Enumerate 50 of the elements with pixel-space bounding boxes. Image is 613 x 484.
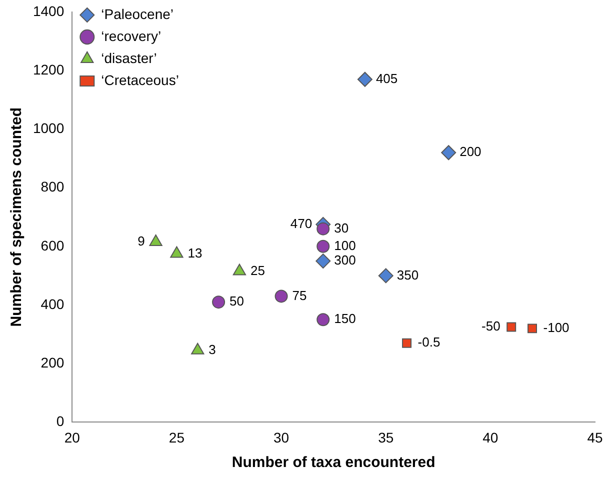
- point: [316, 313, 330, 326]
- annotation: 9: [138, 234, 145, 249]
- point: [378, 268, 394, 284]
- point: [149, 234, 162, 246]
- legend-label: ‘Paleocene’: [101, 6, 174, 22]
- legend-label: ‘disaster’: [101, 50, 157, 66]
- x-tick-label: 25: [168, 429, 185, 446]
- point: [357, 72, 372, 87]
- x-axis-title: Number of taxa encountered: [232, 454, 436, 472]
- annotation: 405: [376, 70, 398, 86]
- annotation: 350: [396, 267, 419, 282]
- annotation: 25: [250, 262, 265, 278]
- x-tick-label: 35: [378, 429, 394, 446]
- point: [528, 324, 537, 334]
- annotation: 100: [334, 238, 356, 253]
- annotation: -100: [543, 320, 570, 336]
- point: [316, 222, 330, 236]
- y-tick-label: 1000: [32, 120, 64, 136]
- y-tick-label: 400: [40, 296, 64, 312]
- x-tick-label: 20: [64, 429, 80, 446]
- point: [316, 254, 331, 269]
- y-tick-label: 0: [56, 413, 64, 430]
- point: [212, 296, 226, 309]
- y-tick-label: 800: [40, 178, 64, 195]
- point: [506, 322, 516, 332]
- annotation: 50: [230, 294, 244, 309]
- y-tick-label: 1200: [32, 61, 64, 78]
- annotation: 13: [188, 245, 202, 260]
- point: [441, 145, 456, 160]
- annotation: 30: [334, 220, 349, 236]
- y-tick-label: 1400: [32, 2, 64, 19]
- annotation: 75: [292, 288, 307, 303]
- y-tick-label: 600: [40, 237, 64, 254]
- annotation: 200: [460, 144, 482, 160]
- annotation: -50: [482, 318, 500, 334]
- point: [402, 338, 412, 348]
- legend-label: ‘recovery’: [101, 28, 162, 44]
- annotation: -0.5: [418, 334, 440, 350]
- y-tick-label: 200: [40, 354, 64, 370]
- x-tick-label: 30: [274, 429, 290, 446]
- point: [274, 290, 288, 303]
- annotation: 470: [290, 216, 312, 232]
- annotation: 300: [334, 252, 356, 268]
- point: [316, 240, 330, 253]
- legend-label: ‘Cretaceous’: [101, 72, 179, 88]
- y-axis-title: Number of specimens counted: [8, 107, 26, 327]
- annotation: 3: [208, 342, 216, 357]
- x-tick-label: 40: [482, 429, 498, 446]
- x-tick-label: 45: [587, 429, 603, 446]
- annotation: 150: [334, 311, 356, 326]
